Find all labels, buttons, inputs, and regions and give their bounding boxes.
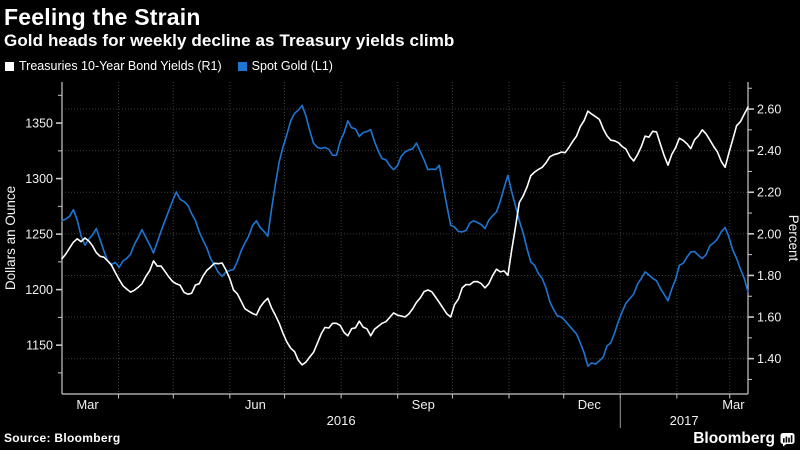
bloomberg-logo-text: Bloomberg (693, 430, 775, 447)
legend-label-treasuries: Treasuries 10-Year Bond Yields (R1) (19, 59, 222, 73)
right-axis-tick-label: 1.80 (757, 269, 781, 283)
left-axis-tick-label: 1250 (25, 228, 53, 242)
legend-swatch-treasuries (5, 61, 14, 71)
x-axis-tick-label: Sep (412, 397, 435, 412)
series-line-treasuries (61, 106, 749, 366)
legend-label-spot-gold: Spot Gold (L1) (251, 59, 333, 73)
left-axis-tick-label: 1350 (25, 117, 53, 131)
left-axis-tick-label: 1200 (25, 283, 53, 297)
dual-axis-line-chart: 1350 1300 1250 1200 1150 2.60 2.40 2.20 2.00 1.80… (3, 82, 800, 428)
gridlines (62, 82, 748, 394)
series-lines (61, 104, 749, 368)
right-axis-tick-label: 2.40 (757, 144, 781, 158)
left-axis-tick-label: 1300 (25, 172, 53, 186)
left-axis-title: Dollars an Ounce (3, 186, 18, 290)
x-axis-tick-label: Mar (722, 397, 745, 412)
right-axis-tick-label: 1.60 (757, 311, 781, 325)
legend-item-treasuries: Treasuries 10-Year Bond Yields (R1) (5, 59, 222, 73)
axes: 1350 1300 1250 1200 1150 2.60 2.40 2.20 2.00 1.80… (25, 82, 781, 399)
right-axis-tick-label: 2.60 (757, 103, 781, 117)
right-axis-tick-label: 2.20 (757, 186, 781, 200)
x-axis-tick-label: Mar (76, 397, 99, 412)
year-label-2017: 2017 (670, 413, 699, 428)
bloomberg-terminal-icon (780, 432, 795, 446)
right-axis-title: Percent (786, 215, 800, 262)
legend-swatch-spot-gold (237, 61, 247, 71)
left-axis-tick-label: 1150 (26, 339, 53, 353)
x-axis-tick-label: Jun (245, 397, 266, 412)
legend: Treasuries 10-Year Bond Yields (R1) Spot… (5, 59, 333, 73)
right-axis-tick-label: 2.00 (757, 227, 781, 241)
series-line-spot-gold (61, 104, 749, 368)
x-axis-labels: Mar Jun Sep Dec Mar 2016 2017 (76, 394, 745, 428)
chart-title: Feeling the Strain (4, 4, 201, 30)
right-axis-tick-label: 1.40 (757, 352, 781, 366)
year-label-2016: 2016 (327, 413, 356, 428)
legend-item-spot-gold: Spot Gold (L1) (237, 59, 333, 73)
bloomberg-logo: Bloomberg (693, 430, 795, 448)
x-axis-tick-label: Dec (578, 397, 602, 412)
source-credit: Source: Bloomberg (4, 431, 121, 445)
chart-subtitle: Gold heads for weekly decline as Treasur… (4, 31, 455, 50)
